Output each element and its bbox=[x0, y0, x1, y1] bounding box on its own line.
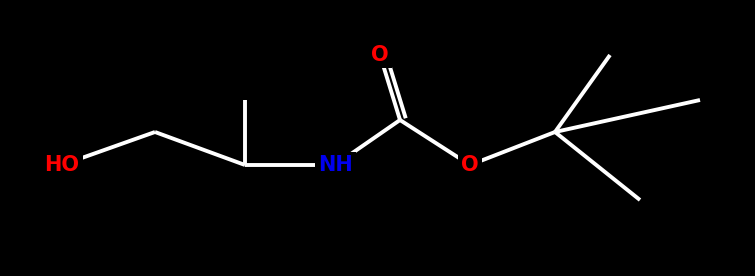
Text: NH: NH bbox=[318, 155, 353, 175]
Text: O: O bbox=[461, 155, 479, 175]
Text: O: O bbox=[371, 45, 389, 65]
Text: HO: HO bbox=[45, 155, 79, 175]
